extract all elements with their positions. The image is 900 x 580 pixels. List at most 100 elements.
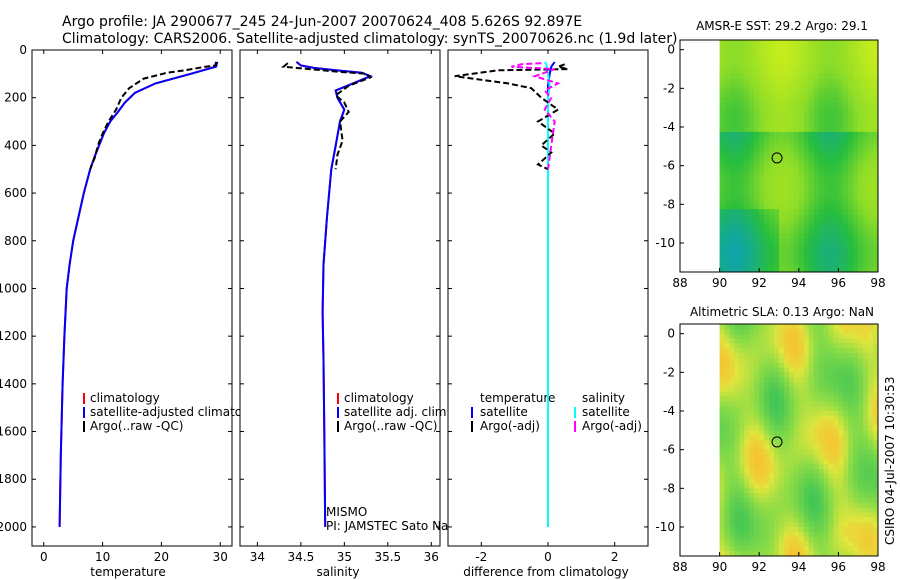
map-cell <box>828 328 834 335</box>
map-cell <box>868 204 874 210</box>
map-cell <box>793 117 800 123</box>
map-cell <box>823 73 829 80</box>
map-cell <box>724 69 730 75</box>
map-cell <box>813 165 819 171</box>
map-cell <box>823 252 829 258</box>
map-cell <box>838 362 844 368</box>
map-cell <box>719 348 725 354</box>
map-cell <box>823 131 829 138</box>
map-cell <box>873 386 879 393</box>
map-cell <box>803 49 810 55</box>
map-cell <box>734 512 740 518</box>
map-cell <box>719 411 725 417</box>
map-cell <box>769 353 775 359</box>
map-cell <box>744 199 750 205</box>
map-cell <box>828 348 834 354</box>
map-cell <box>774 377 780 383</box>
map-cell <box>788 218 795 225</box>
map-cell <box>833 377 839 383</box>
map-cell <box>818 180 824 186</box>
map-cell <box>843 165 849 171</box>
map-cell <box>873 247 879 254</box>
map-cell <box>843 362 849 368</box>
map-cell <box>853 343 859 349</box>
map-cell <box>873 146 879 152</box>
map-cell <box>764 73 770 80</box>
map-cell <box>853 40 859 46</box>
map-cell <box>808 411 815 417</box>
map-cell <box>724 435 730 441</box>
map-cell <box>853 507 859 513</box>
map-cell <box>858 146 864 152</box>
map-cell <box>858 267 864 273</box>
map-cell <box>808 40 815 46</box>
map-cell <box>779 112 785 118</box>
map-cell <box>843 328 849 335</box>
map-cell <box>739 204 745 210</box>
map-cell <box>873 73 879 80</box>
map-cell <box>788 194 795 200</box>
map-cell <box>744 372 750 378</box>
map-cell <box>833 93 839 99</box>
map-cell <box>838 194 844 200</box>
map-cell <box>853 502 859 509</box>
map-cell <box>798 420 805 426</box>
map-cell <box>724 522 730 528</box>
map-cell <box>734 151 740 157</box>
map-cell <box>833 165 839 171</box>
map-cell <box>788 498 795 504</box>
map-cell <box>724 551 730 557</box>
map-cell <box>764 238 770 244</box>
map-cell <box>858 40 864 46</box>
map-cell <box>749 88 755 94</box>
map-cell <box>729 343 735 349</box>
map-cell <box>858 391 864 397</box>
map-cell <box>833 420 839 426</box>
map-cell <box>858 464 864 470</box>
sst-map-title: AMSR-E SST: 29.2 Argo: 29.1 <box>696 19 868 33</box>
map-cell <box>734 348 740 354</box>
map-cell <box>803 391 810 397</box>
map-cell <box>793 267 800 273</box>
map-cell <box>749 546 755 552</box>
map-cell <box>873 252 879 258</box>
map-cell <box>813 136 819 142</box>
map-cell <box>813 464 819 470</box>
map-cell <box>759 78 765 84</box>
map-cell <box>808 440 815 446</box>
map-cell <box>769 185 775 191</box>
map-cell <box>754 112 760 118</box>
map-cell <box>783 512 790 518</box>
legend-header-salinity: salinity <box>582 391 625 405</box>
map-cell <box>833 343 839 349</box>
map-cell <box>744 444 750 451</box>
map-cell <box>863 233 869 239</box>
map-cell <box>769 98 775 104</box>
map-cell <box>838 102 844 109</box>
map-cell <box>729 247 735 254</box>
map-cell <box>813 194 819 200</box>
map-cell <box>803 160 810 167</box>
map-cell <box>734 88 740 94</box>
map-cell <box>848 252 854 258</box>
map-cell <box>759 386 765 393</box>
map-cell <box>724 257 730 263</box>
map-cell <box>863 522 869 528</box>
map-cell <box>843 386 849 393</box>
y-tick-label: 200 <box>4 91 27 105</box>
map-cell <box>828 223 834 229</box>
map-cell <box>724 396 730 402</box>
map-cell <box>759 165 765 171</box>
map-cell <box>838 415 844 422</box>
map-cell <box>759 444 765 451</box>
map-cell <box>724 175 730 181</box>
map-cell <box>803 473 810 480</box>
map-cell <box>769 464 775 470</box>
map-cell <box>798 488 805 494</box>
map-cell <box>818 367 824 373</box>
map-cell <box>774 459 780 465</box>
map-cell <box>739 430 745 436</box>
map-cell <box>828 536 834 542</box>
map-cell <box>813 98 819 104</box>
map-cell <box>873 122 879 128</box>
